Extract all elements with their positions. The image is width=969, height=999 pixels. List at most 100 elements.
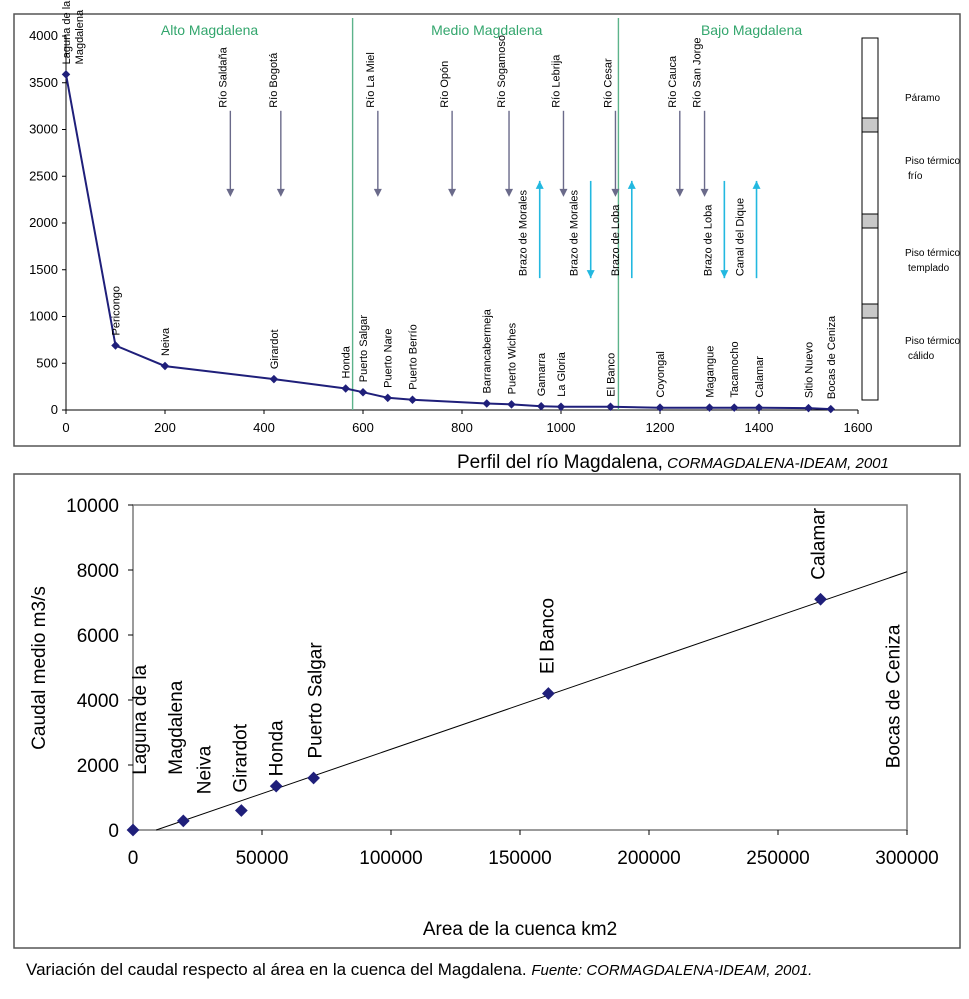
station-marker [536,402,546,411]
x-tick-label: 200000 [617,848,680,869]
station-marker [358,387,368,397]
station-label: Puerto Wiches [507,322,519,394]
y-tick-label: 500 [36,355,58,370]
thermal-zone-label: frío [908,171,923,182]
x-tick-label: 200 [154,420,176,435]
y-tick-label: 4000 [29,28,58,43]
data-point [126,823,140,837]
station-marker [61,70,71,79]
channel-label: Canal del Dique [735,198,747,276]
x-tick-label: 250000 [746,848,809,869]
flow-caption-source: CORMAGDALENA-IDEAM, 2001. [582,962,813,979]
station-marker [556,402,566,411]
x-tick-label: 400 [253,420,275,435]
station-label: Magangue [705,346,717,398]
tributary-label: Río Bogotá [268,52,280,108]
station-marker [655,403,665,412]
station-marker [269,374,279,384]
flow-caption: Variación del caudal respecto al área en… [26,960,812,980]
station-label: Laguna de la [61,0,73,64]
flow-caption-main: Variación del caudal respecto al área en… [26,960,527,979]
station-label: Puerto Salgar [358,315,370,383]
station-marker [160,361,170,371]
channel-label: Brazo de Morales [518,189,530,276]
station-label: Barrancabermeja [482,308,494,393]
tributary-label: Río Lebrija [550,54,562,108]
thermal-zone-label: Piso térmico [905,248,960,259]
y-tick-label: 2000 [29,215,58,230]
station-label: Tacamocho [729,341,741,397]
station-label: Bocas de Ceniza [826,315,838,399]
station-marker [730,403,739,412]
tributary-arrowhead [559,188,568,197]
channel-label: Brazo de Loba [610,204,622,276]
y-tick-label: 4000 [77,691,119,712]
x-tick-label: 1400 [745,420,774,435]
x-tick-label: 150000 [488,848,551,869]
outer-frame [13,13,961,447]
station-label: Girardot [269,329,281,369]
tributary-arrowhead [611,188,620,197]
station-label: El Banco [606,353,618,397]
channel-arrowhead [752,180,761,189]
flow-caption-source-label: Fuente: [531,962,583,979]
tributary-arrowhead [448,188,457,197]
station-label: La Gloria [556,351,568,397]
y-tick-label: 10000 [66,496,119,517]
station-marker [804,403,813,413]
thermal-boundary-block [861,303,879,319]
x-tick-label: 0 [128,848,139,869]
tributary-label: Río Cesar [602,58,614,108]
tributary-arrowhead [700,188,709,197]
station-marker [408,395,417,404]
data-point [814,592,827,606]
data-point [542,687,555,700]
y-tick-label: 0 [51,402,58,417]
x-tick-label: 600 [352,420,374,435]
thermal-boundary-block [861,213,879,229]
y-tick-label: 2500 [29,168,58,183]
station-label: Honda [341,345,353,378]
station-label: Pericongo [111,286,123,336]
data-point [176,814,190,828]
x-tick-label: 1200 [646,420,675,435]
channel-label: Brazo de Morales [569,189,581,276]
station-label: Puerto Nare [383,329,395,388]
tributary-label: Río Saldaña [217,46,229,107]
y-tick-label: 2000 [77,756,119,777]
tributary-label: Río Cauca [667,55,679,108]
river-profile-chart: 0 500 1000 1500 2000 2500 3000 3500 4000 0 200 400 6… [13,0,961,447]
channel-arrowhead [720,270,729,279]
x-tick-label: 100000 [359,848,422,869]
profile-caption-source: CORMAGDALENA-IDEAM, 2001 [662,455,889,472]
trendline [156,571,908,831]
station-label: Sitio Nuevo [804,342,816,398]
station-marker [482,399,491,408]
x-axis-title: Area de la cuenca km2 [423,919,617,940]
y-tick-label: 3000 [29,122,58,137]
station-marker [754,403,764,412]
station-label: Neiva [160,327,172,356]
station-marker [606,402,615,411]
point-label: El Banco [538,598,559,674]
region-label: Alto Magdalena [161,22,259,38]
station-label: Gamarra [536,352,548,396]
profile-caption: Perfil del río Magdalena, CORMAGDALENA-I… [457,452,889,474]
region-label: Bajo Magdalena [701,22,802,38]
y-tick-label: 3500 [29,75,58,90]
x-tick-label: 50000 [236,848,289,869]
outer-frame [13,473,961,949]
data-point [234,804,248,817]
y-tick-label: 8000 [77,561,119,582]
channel-label: Brazo de Loba [702,204,714,276]
region-label: Medio Magdalena [431,22,543,38]
channel-arrowhead [627,180,636,189]
thermal-zone-label: Piso térmico [905,336,960,347]
tributary-arrowhead [675,188,684,197]
point-label: Laguna de la [130,664,151,774]
point-label: Neiva [194,745,215,794]
profile-caption-main: Perfil del río Magdalena, [457,452,663,473]
data-point [307,771,320,785]
point-label: Girardot [231,723,252,792]
